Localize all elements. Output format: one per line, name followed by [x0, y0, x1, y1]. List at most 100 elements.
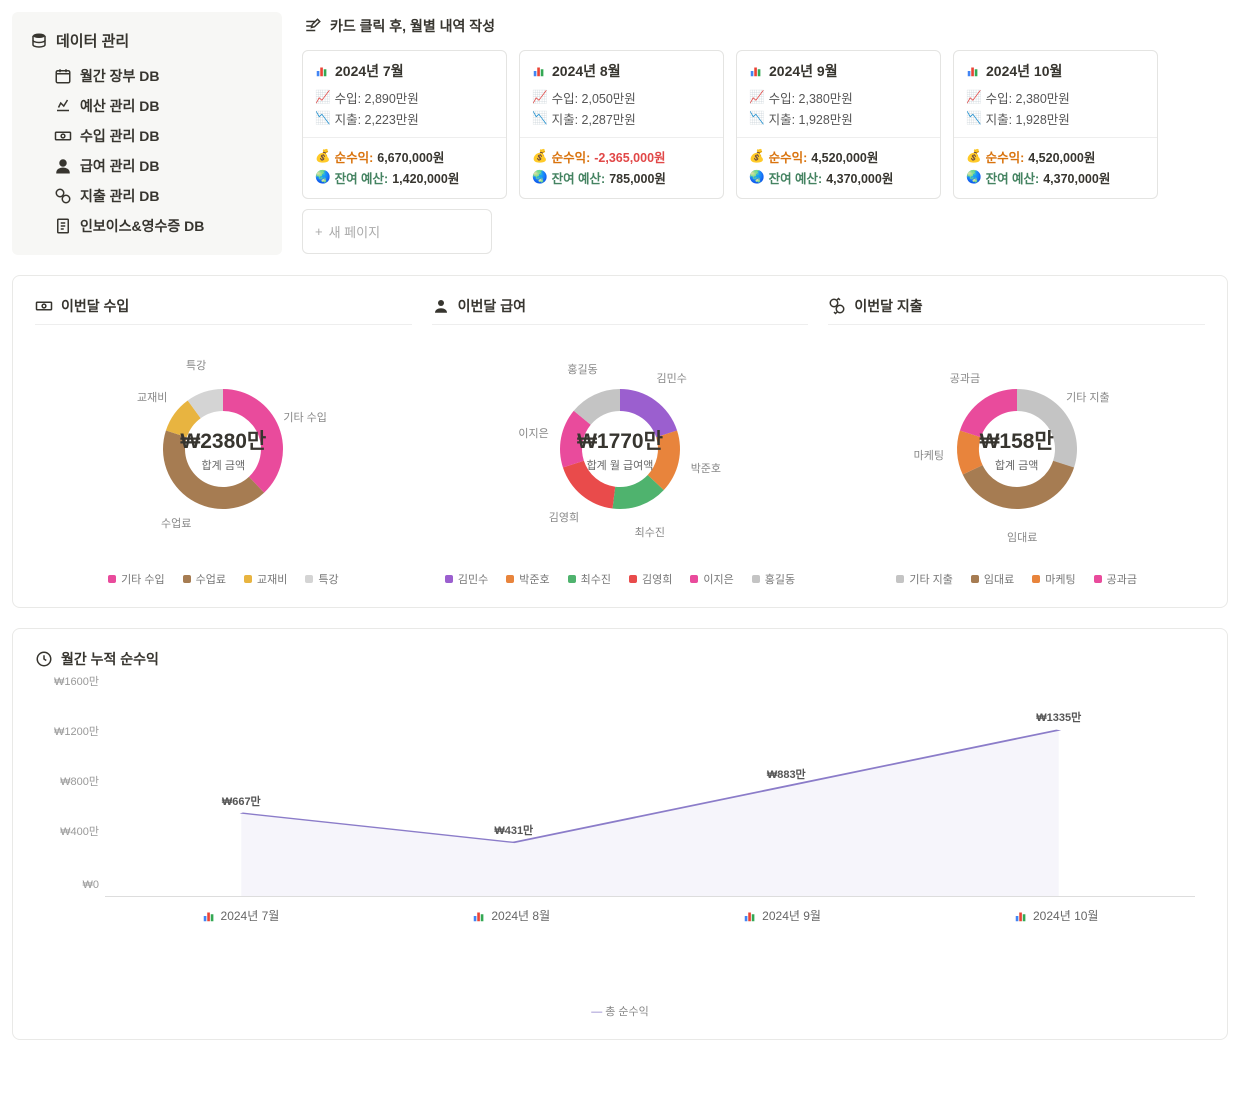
- x-tick: 2024년 9월: [743, 907, 821, 924]
- sidebar-item[interactable]: 수입 관리 DB: [48, 121, 270, 151]
- month-card[interactable]: 2024년 9월📈수입: 2,380만원📉지출: 1,928만원💰순수익: 4,…: [736, 50, 941, 199]
- legend-item: 기타 수입: [108, 571, 165, 587]
- x-tick: 2024년 8월: [472, 907, 550, 924]
- profit-value: 4,520,000원: [811, 147, 878, 166]
- chart-total: ₩158만: [980, 425, 1054, 455]
- y-tick: ₩400만: [60, 823, 99, 839]
- month-card[interactable]: 2024년 10월📈수입: 2,380만원📉지출: 1,928만원💰순수익: 4…: [953, 50, 1158, 199]
- income-icon: [54, 127, 72, 145]
- sidebar-item[interactable]: 급여 관리 DB: [48, 151, 270, 181]
- legend-item: 기타 지출: [896, 571, 953, 587]
- budget-label: 잔여 예산:: [769, 168, 823, 187]
- sidebar-item[interactable]: 인보이스&영수증 DB: [48, 211, 270, 241]
- calendar-icon: [54, 67, 72, 85]
- legend-item: 임대료: [971, 571, 1014, 587]
- legend-item: 김영희: [629, 571, 672, 587]
- income-chart: 이번달 수입 ₩2380만합계 금액기타 수입수업료교재비특강 기타 수입수업료…: [35, 296, 412, 587]
- income-label: 수입: 2,890만원: [335, 88, 419, 107]
- profit-label: 순수익:: [769, 147, 808, 166]
- month-card[interactable]: 2024년 8월📈수입: 2,050만원📉지출: 2,287만원💰순수익: -2…: [519, 50, 724, 199]
- expense-label: 지출: 2,287만원: [552, 109, 636, 128]
- budget-icon: [54, 97, 72, 115]
- month-cards: 2024년 7월📈수입: 2,890만원📉지출: 2,223만원💰순수익: 6,…: [302, 50, 1228, 199]
- profit-label: 순수익:: [552, 147, 591, 166]
- profit-value: 4,520,000원: [1028, 147, 1095, 166]
- month-card[interactable]: 2024년 7월📈수입: 2,890만원📉지출: 2,223만원💰순수익: 6,…: [302, 50, 507, 199]
- chart-total: ₩1770만: [577, 425, 663, 455]
- line-legend: — 총 순수익: [35, 1003, 1205, 1019]
- profit-label: 순수익:: [986, 147, 1025, 166]
- edit-icon: [304, 17, 322, 35]
- sidebar-item[interactable]: 월간 장부 DB: [48, 61, 270, 91]
- charts-panel: 이번달 수입 ₩2380만합계 금액기타 수입수업료교재비특강 기타 수입수업료…: [12, 275, 1228, 608]
- salary-chart: 이번달 급여 ₩1770만합계 월 급여액김민수박준호최수진김영희이지은홍길동 …: [432, 296, 809, 587]
- expense-icon: [828, 297, 846, 315]
- legend-item: 홍길동: [752, 571, 795, 587]
- sidebar-item-label: 급여 관리 DB: [80, 156, 160, 176]
- data-point-label: ₩1335만: [1036, 709, 1081, 725]
- budget-value: 1,420,000원: [392, 168, 459, 187]
- legend-item: 교재비: [244, 571, 287, 587]
- sidebar-item-label: 지출 관리 DB: [80, 186, 160, 206]
- x-tick: 2024년 10월: [1014, 907, 1098, 924]
- clock-icon: [35, 650, 53, 668]
- budget-value: 4,370,000원: [1043, 168, 1110, 187]
- sidebar-item[interactable]: 예산 관리 DB: [48, 91, 270, 121]
- chart-sublabel: 합계 금액: [180, 457, 266, 473]
- sidebar: 데이터 관리 월간 장부 DB 예산 관리 DB 수입 관리 DB 급여 관리 DB 지…: [12, 12, 282, 255]
- sidebar-item-label: 인보이스&영수증 DB: [80, 216, 204, 236]
- database-icon: [30, 32, 48, 50]
- expense-label: 지출: 1,928만원: [986, 109, 1070, 128]
- card-title: 2024년 10월: [986, 61, 1062, 81]
- sidebar-item[interactable]: 지출 관리 DB: [48, 181, 270, 211]
- y-tick: ₩1600만: [54, 673, 99, 689]
- income-label: 수입: 2,050만원: [552, 88, 636, 107]
- card-title: 2024년 7월: [335, 61, 404, 81]
- y-tick: ₩800만: [60, 773, 99, 789]
- legend-item: 수업료: [183, 571, 226, 587]
- income-icon: [35, 297, 53, 315]
- budget-label: 잔여 예산:: [986, 168, 1040, 187]
- budget-value: 4,370,000원: [826, 168, 893, 187]
- budget-label: 잔여 예산:: [552, 168, 606, 187]
- expense-label: 지출: 1,928만원: [769, 109, 853, 128]
- profit-value: -2,365,000원: [594, 147, 665, 166]
- budget-label: 잔여 예산:: [335, 168, 389, 187]
- chart-total: ₩2380만: [180, 425, 266, 455]
- sidebar-item-label: 예산 관리 DB: [80, 96, 160, 116]
- income-label: 수입: 2,380만원: [986, 88, 1070, 107]
- chart-sublabel: 합계 금액: [980, 457, 1054, 473]
- profit-label: 순수익:: [335, 147, 374, 166]
- person-icon: [432, 297, 450, 315]
- y-tick: ₩0: [83, 879, 100, 891]
- expense-label: 지출: 2,223만원: [335, 109, 419, 128]
- person-icon: [54, 157, 72, 175]
- line-chart-panel: 월간 누적 순수익 ₩0₩400만₩800만₩1200만₩1600만 ₩667만…: [12, 628, 1228, 1040]
- legend-item: 박준호: [506, 571, 549, 587]
- income-label: 수입: 2,380만원: [769, 88, 853, 107]
- budget-value: 785,000원: [609, 168, 666, 187]
- expense-icon: [54, 187, 72, 205]
- y-tick: ₩1200만: [54, 723, 99, 739]
- expense-chart: 이번달 지출 ₩158만합계 금액기타 지출임대료마케팅공과금 기타 지출임대료…: [828, 296, 1205, 587]
- data-point-label: ₩431만: [494, 822, 533, 838]
- x-tick: 2024년 7월: [202, 907, 280, 924]
- card-title: 2024년 9월: [769, 61, 838, 81]
- sidebar-title: 데이터 관리: [24, 26, 270, 55]
- legend-item: 이지은: [690, 571, 733, 587]
- plus-icon: +: [315, 224, 323, 239]
- section-title: 카드 클릭 후, 월별 내역 작성: [302, 12, 1228, 50]
- line-chart: ₩0₩400만₩800만₩1200만₩1600만 ₩667만₩431만₩883만…: [35, 697, 1205, 957]
- legend-item: 김민수: [445, 571, 488, 587]
- legend-item: 마케팅: [1032, 571, 1075, 587]
- sidebar-item-label: 수입 관리 DB: [80, 126, 160, 146]
- sidebar-item-label: 월간 장부 DB: [80, 66, 160, 86]
- chart-sublabel: 합계 월 급여액: [577, 457, 663, 473]
- legend-item: 공과금: [1094, 571, 1137, 587]
- receipt-icon: [54, 217, 72, 235]
- profit-value: 6,670,000원: [377, 147, 444, 166]
- data-point-label: ₩667만: [222, 793, 261, 809]
- new-page-button[interactable]: + 새 페이지: [302, 209, 492, 254]
- card-title: 2024년 8월: [552, 61, 621, 81]
- legend-item: 특강: [305, 571, 338, 587]
